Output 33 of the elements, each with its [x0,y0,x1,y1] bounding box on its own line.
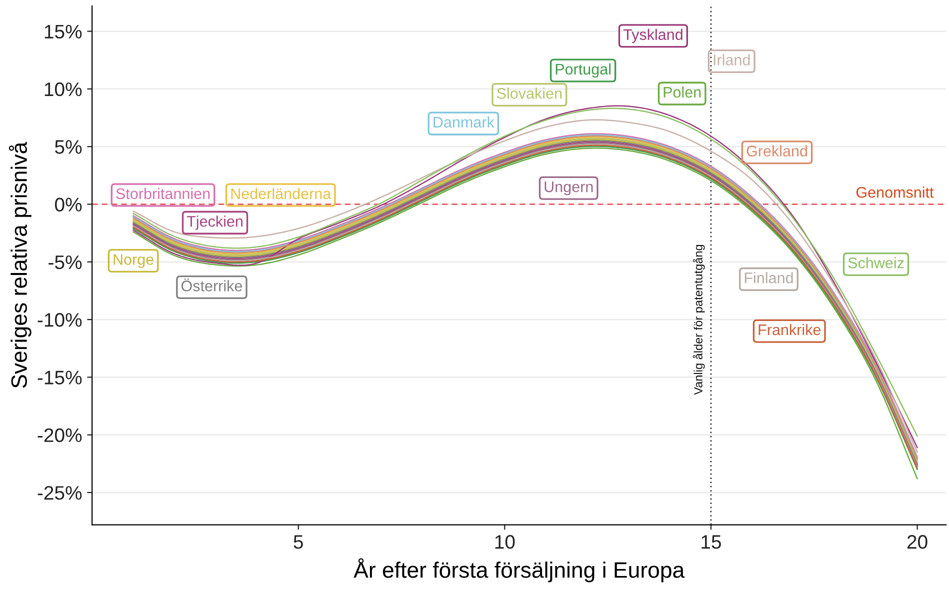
x-tick-label: 5 [294,535,303,549]
ref-line-label: Vanlig ålder för patentutgång [692,244,705,395]
text: Ungern [544,182,593,196]
series-label: Grekland [746,145,807,156]
y-tick-label: 15% [44,24,82,39]
series-label: Schweiz [848,257,904,268]
x-tick-label: 20 [907,535,928,549]
series-label: Danmark [434,116,494,128]
y-tick-label: -25% [38,486,82,500]
y-tick-label: -10% [38,313,82,327]
series-label: Finland [744,272,793,284]
ref-line-label: Genomsnitt [856,186,934,198]
series-label: Frankrike [758,324,821,336]
text: Tyskland [623,28,682,44]
y-tick-label: -15% [38,370,82,384]
y-tick-label: -20% [38,428,82,442]
text: Portugal [556,63,610,78]
text: Irland [714,54,750,66]
y-tick-label: 5% [55,140,82,154]
series-label: Tjeckien [186,216,242,230]
series-label: Österrike [181,278,242,292]
x-tick-label: 10 [495,535,515,549]
series-label: Norge [114,254,154,268]
series-label: Nederländerna [231,188,332,200]
y-axis-title: Sveriges relativa prisnivå [8,142,32,388]
series-label: Storbritannien [116,188,210,200]
text: Polen [664,86,701,98]
y-tick-label: -5% [48,255,82,270]
x-tick-label: 15 [702,535,721,549]
y-tick-label: 0% [54,198,82,212]
x-axis-title: År efter första försäljning i Europa [354,558,685,582]
y-tick-label: 10% [44,82,82,96]
text: Slovakien [496,88,562,99]
